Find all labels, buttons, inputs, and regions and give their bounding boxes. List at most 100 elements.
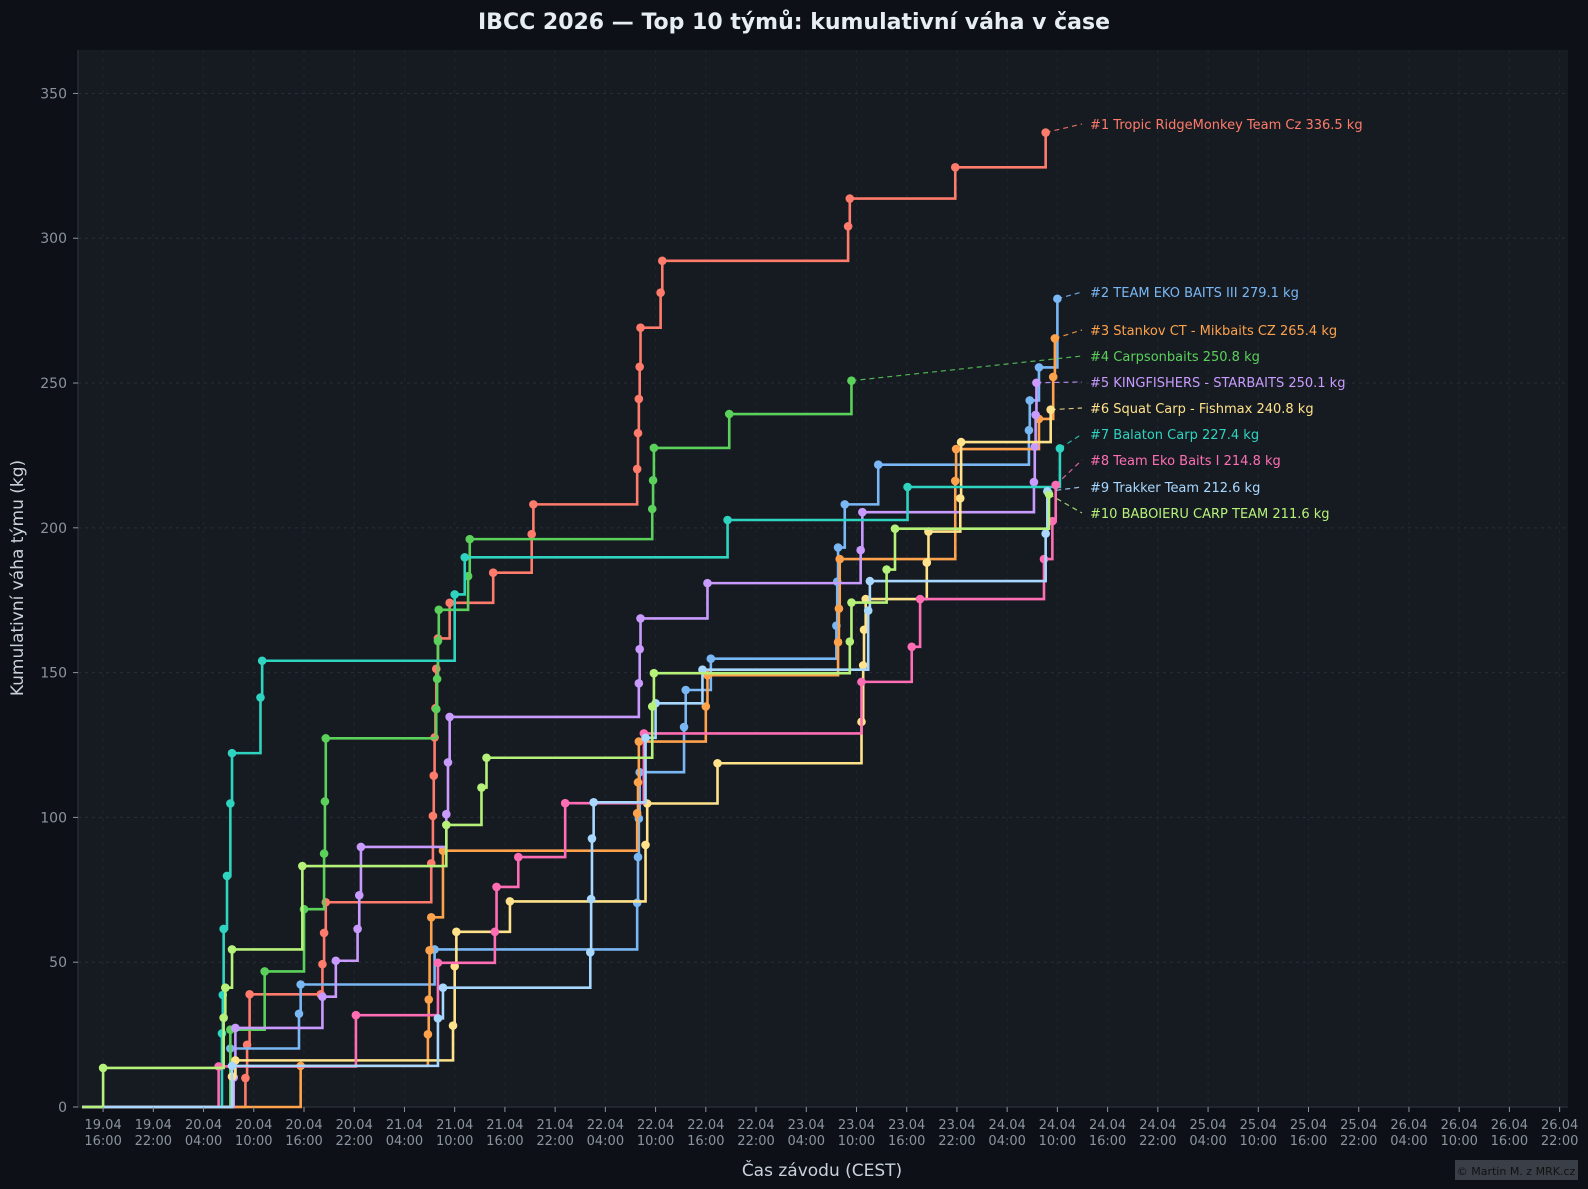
data-point [434, 605, 444, 615]
data-point [951, 444, 961, 454]
data-point [1030, 442, 1040, 452]
data-point [219, 924, 228, 934]
data-point [656, 288, 665, 297]
x-tick-label-time: 16:00 [1290, 1134, 1327, 1149]
data-point [587, 834, 597, 843]
data-point [227, 1061, 237, 1071]
data-point [433, 636, 443, 646]
x-tick-label-date: 24.04 [1089, 1118, 1126, 1133]
data-point [635, 362, 644, 372]
data-point [632, 464, 642, 474]
data-point [354, 891, 364, 900]
data-point [641, 733, 650, 743]
data-point [321, 897, 331, 907]
data-point [641, 840, 650, 850]
y-tick-label: 150 [40, 666, 67, 682]
data-point [950, 476, 960, 486]
x-tick-label-date: 20.04 [185, 1118, 222, 1133]
data-point [296, 980, 305, 989]
data-point [633, 428, 643, 438]
data-point [1025, 396, 1035, 405]
data-point [319, 928, 329, 938]
data-point [227, 748, 237, 758]
data-point [219, 1013, 228, 1023]
x-tick-label-date: 26.04 [1390, 1118, 1427, 1133]
data-point [1041, 529, 1050, 538]
y-tick-label: 300 [40, 231, 67, 247]
leader-line [851, 355, 1083, 382]
x-tick-label-time: 16:00 [84, 1134, 121, 1149]
series-end-label: #3 Stankov CT - Mikbaits CZ 265.4 kg [1090, 324, 1337, 339]
x-tick-label-time: 22:00 [536, 1134, 573, 1149]
data-point [490, 927, 500, 937]
data-point [450, 961, 459, 971]
x-tick-label-time: 10:00 [1240, 1134, 1277, 1149]
data-point [442, 809, 451, 819]
y-axis-label: Kumulativní váha týmu (kg) [8, 460, 28, 696]
data-point [634, 679, 644, 688]
y-tick-label: 100 [40, 810, 67, 826]
data-point [723, 515, 732, 525]
x-tick-label-date: 20.04 [285, 1118, 322, 1133]
data-point [443, 758, 453, 767]
data-point [1031, 410, 1040, 420]
data-point [527, 529, 536, 539]
x-tick-label-time: 04:00 [587, 1134, 624, 1149]
data-point [950, 162, 960, 172]
data-point [632, 809, 642, 818]
credit-box [1455, 1160, 1578, 1180]
data-point [845, 194, 855, 203]
x-tick-label-time: 10:00 [1039, 1134, 1076, 1149]
data-point [477, 783, 486, 792]
data-point [681, 685, 691, 695]
leader-line [1055, 459, 1083, 486]
data-point [703, 578, 712, 588]
data-point [834, 604, 844, 613]
data-point [648, 476, 658, 485]
data-point [647, 702, 657, 711]
data-point [429, 771, 439, 781]
data-point [863, 606, 873, 615]
data-point [321, 734, 331, 743]
data-point [465, 534, 475, 544]
data-point [488, 568, 498, 578]
data-point [222, 871, 232, 881]
data-point [426, 913, 436, 922]
x-tick-label-date: 19.04 [85, 1118, 122, 1133]
x-tick-label-time: 04:00 [788, 1134, 825, 1149]
y-tick-label: 50 [49, 955, 67, 971]
x-tick-label-time: 22:00 [135, 1134, 172, 1149]
series-end-label: #9 Trakker Team 212.6 kg [1090, 481, 1260, 496]
series-5 [82, 378, 1041, 1109]
data-point [649, 668, 659, 678]
data-point [445, 712, 454, 722]
data-point [845, 637, 855, 646]
leader-line [1047, 486, 1083, 492]
x-tick-label-date: 25.04 [1240, 1118, 1277, 1133]
data-point [636, 614, 645, 623]
data-point [432, 674, 442, 684]
x-tick-label-date: 22.04 [587, 1118, 624, 1133]
leader-line [1036, 381, 1083, 384]
x-tick-label-time: 04:00 [386, 1134, 423, 1149]
data-point [356, 842, 366, 852]
data-point [865, 576, 875, 586]
data-point [299, 904, 309, 914]
leader-line [1059, 433, 1083, 449]
data-point [915, 594, 925, 604]
data-point [632, 898, 642, 908]
x-tick-label-date: 21.04 [386, 1118, 423, 1133]
data-point [1050, 334, 1060, 343]
data-point [505, 897, 515, 906]
data-point [460, 553, 470, 562]
y-tick-label: 200 [40, 521, 67, 537]
data-point [858, 661, 868, 670]
data-point [331, 956, 341, 966]
data-point [585, 948, 595, 957]
x-tick-label-time: 22:00 [336, 1134, 373, 1149]
data-point [424, 995, 434, 1004]
data-point [1055, 444, 1065, 453]
data-point [903, 482, 912, 492]
data-point [294, 1009, 304, 1019]
data-point [633, 778, 643, 787]
